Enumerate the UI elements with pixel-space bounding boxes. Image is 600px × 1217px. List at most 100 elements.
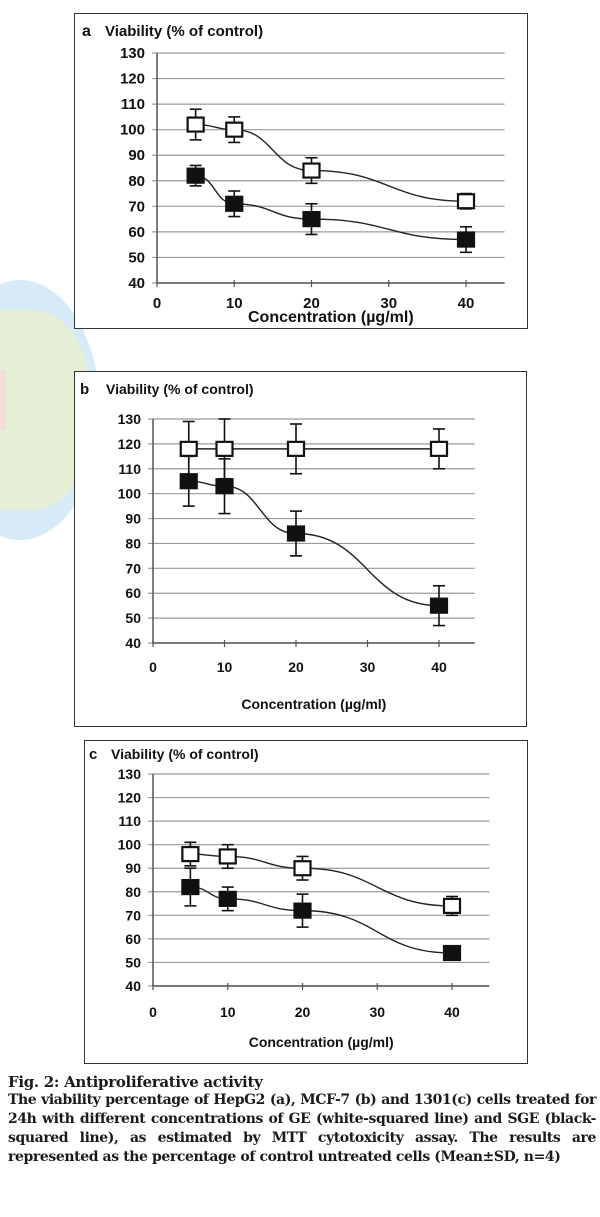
data-point-ge bbox=[293, 855, 312, 881]
chart-panel-a: a Viability (% of control) 40 50 60 70 80 90 100… bbox=[74, 13, 528, 329]
black-square-marker bbox=[302, 211, 321, 228]
black-square-marker bbox=[293, 902, 312, 919]
y-tick-label: 70 bbox=[128, 198, 145, 215]
chart-a-svg: a Viability (% of control)405060708090100… bbox=[82, 23, 505, 326]
x-tick-label: 30 bbox=[380, 295, 397, 312]
data-point-sge bbox=[456, 225, 476, 254]
y-tick-label: 100 bbox=[118, 486, 142, 502]
y-tick-label: 130 bbox=[120, 45, 145, 62]
y-tick-label: 40 bbox=[125, 978, 141, 994]
white-square-marker bbox=[302, 162, 321, 179]
y-tick-label: 40 bbox=[125, 635, 141, 651]
panel-letter: c bbox=[89, 746, 97, 763]
y-tick-label: 80 bbox=[125, 884, 141, 900]
white-square-marker bbox=[429, 440, 449, 457]
black-square-marker bbox=[179, 473, 198, 490]
y-tick-label: 50 bbox=[128, 249, 145, 266]
background-watermark-core bbox=[0, 370, 6, 430]
series-line-ge bbox=[190, 853, 453, 907]
data-point-ge bbox=[181, 841, 200, 867]
caption-title: Fig. 2: Antiproliferative activity bbox=[8, 1073, 263, 1091]
x-tick-label: 40 bbox=[458, 295, 475, 312]
x-axis-label: Concentration (µg/ml) bbox=[248, 309, 414, 326]
black-square-marker bbox=[218, 890, 237, 907]
white-square-marker bbox=[286, 440, 306, 457]
y-tick-label: 40 bbox=[128, 275, 145, 292]
x-axis-label: Concentration (µg/ml) bbox=[241, 696, 386, 712]
x-tick-label: 0 bbox=[149, 1004, 157, 1020]
black-square-marker bbox=[286, 525, 306, 542]
figure-caption: Fig. 2: Antiproliferative activity The v… bbox=[8, 1073, 596, 1167]
data-point-ge bbox=[186, 108, 205, 141]
y-tick-label: 100 bbox=[118, 837, 142, 853]
white-square-marker bbox=[456, 193, 476, 210]
x-tick-label: 0 bbox=[153, 295, 161, 312]
y-tick-label: 80 bbox=[128, 173, 145, 190]
white-square-marker bbox=[179, 440, 198, 457]
data-point-ge bbox=[286, 423, 306, 475]
x-tick-label: 20 bbox=[295, 1004, 311, 1020]
white-square-marker bbox=[293, 860, 312, 877]
black-square-marker bbox=[429, 597, 449, 614]
y-tick-label: 70 bbox=[125, 560, 141, 576]
x-tick-label: 30 bbox=[369, 1004, 385, 1020]
x-tick-label: 10 bbox=[226, 295, 243, 312]
black-square-marker bbox=[186, 167, 205, 184]
data-point-sge bbox=[293, 893, 312, 928]
y-tick-label: 110 bbox=[118, 813, 141, 829]
y-tick-label: 130 bbox=[118, 411, 142, 427]
data-point-ge bbox=[302, 156, 321, 185]
data-point-ge bbox=[429, 428, 449, 470]
y-tick-label: 120 bbox=[118, 790, 142, 806]
y-tick-label: 60 bbox=[125, 585, 141, 601]
data-point-ge bbox=[225, 116, 244, 144]
data-point-ge bbox=[218, 843, 237, 870]
x-tick-label: 30 bbox=[360, 659, 376, 675]
x-tick-label: 10 bbox=[217, 659, 233, 675]
y-tick-label: 60 bbox=[125, 931, 141, 947]
black-square-marker bbox=[456, 231, 476, 248]
data-point-sge bbox=[179, 455, 198, 507]
y-tick-label: 120 bbox=[118, 436, 142, 452]
data-point-sge bbox=[429, 584, 449, 627]
caption-body: The viability percentage of HepG2 (a), M… bbox=[8, 1092, 596, 1165]
data-point-ge bbox=[456, 192, 476, 210]
black-square-marker bbox=[215, 478, 234, 495]
data-point-sge bbox=[218, 886, 237, 912]
series-line-sge bbox=[188, 480, 440, 607]
data-point-sge bbox=[181, 867, 200, 907]
data-point-ge bbox=[442, 895, 462, 917]
x-axis-label: Concentration (µg/ml) bbox=[249, 1034, 394, 1050]
black-square-marker bbox=[181, 878, 200, 896]
black-square-marker bbox=[225, 195, 244, 212]
x-tick-label: 40 bbox=[431, 659, 447, 675]
series-line-sge bbox=[190, 886, 453, 954]
y-tick-label: 90 bbox=[125, 511, 141, 527]
data-point-sge bbox=[442, 944, 462, 962]
white-square-marker bbox=[186, 116, 205, 133]
white-square-marker bbox=[442, 897, 462, 915]
white-square-marker bbox=[218, 848, 237, 865]
y-tick-label: 70 bbox=[125, 907, 141, 923]
x-tick-label: 20 bbox=[288, 659, 304, 675]
chart-panel-c: c Viability (% of control) 40 50 60 70 80 90 100… bbox=[84, 740, 528, 1064]
y-tick-label: 100 bbox=[120, 122, 145, 139]
y-axis-title: Viability (% of control) bbox=[105, 23, 263, 40]
series-line-sge bbox=[195, 174, 467, 241]
y-tick-label: 120 bbox=[120, 71, 145, 88]
white-square-marker bbox=[215, 440, 234, 457]
y-tick-label: 50 bbox=[125, 954, 141, 970]
x-tick-label: 40 bbox=[444, 1004, 460, 1020]
data-point-sge bbox=[302, 202, 321, 236]
chart-panel-b: b Viability (% of control) 40 50 60 70 80 90 100… bbox=[74, 371, 527, 727]
series-line-ge bbox=[195, 123, 467, 202]
white-square-marker bbox=[225, 121, 244, 138]
y-tick-label: 110 bbox=[118, 461, 141, 477]
chart-b-svg: b Viability (% of control)405060708090100… bbox=[80, 381, 475, 712]
x-tick-label: 0 bbox=[149, 659, 157, 675]
data-point-sge bbox=[286, 510, 306, 557]
y-tick-label: 110 bbox=[121, 96, 145, 113]
chart-c-svg: c Viability (% of control)405060708090100… bbox=[89, 746, 490, 1050]
panel-letter: b bbox=[80, 381, 89, 398]
y-tick-label: 80 bbox=[125, 535, 141, 551]
